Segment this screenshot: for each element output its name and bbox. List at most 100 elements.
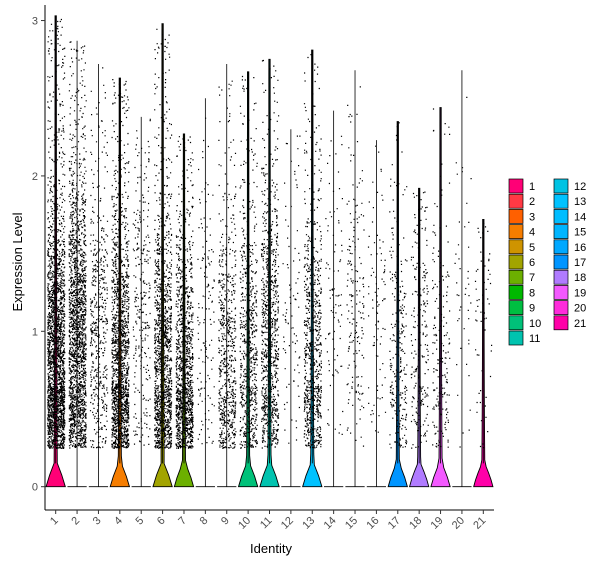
- legend-key-16: [553, 239, 569, 255]
- x-tick-label-16: 16: [364, 515, 381, 532]
- points-20: [454, 96, 472, 448]
- legend-key-1: [508, 178, 524, 194]
- points-2: [68, 41, 87, 449]
- points-1: [47, 18, 66, 450]
- x-tick-label-8: 8: [198, 515, 211, 528]
- points-path-5: [132, 118, 151, 446]
- x-tick-label-17: 17: [386, 515, 403, 532]
- legend-label-16: 16: [574, 242, 586, 254]
- legend-key-4: [508, 224, 524, 239]
- points-path-3: [89, 67, 109, 449]
- legend-key-7: [508, 269, 524, 285]
- x-tick-label-5: 5: [134, 515, 147, 528]
- x-tick-label-14: 14: [322, 515, 339, 532]
- jitter-points: [47, 18, 493, 450]
- points-path-12: [282, 135, 301, 444]
- legend-key-12: [553, 178, 569, 194]
- x-axis: 1 2 3 4 5 6 7 8 9 10 11 12 13 14 15 16 17 18 19 20 21: [45, 509, 494, 532]
- points-7: [175, 136, 194, 449]
- legend-label-19: 19: [574, 287, 586, 299]
- points-path-20: [454, 96, 472, 448]
- legend-key-8: [508, 285, 524, 300]
- legend-label-9: 9: [529, 303, 535, 315]
- points-path-7: [175, 136, 194, 449]
- x-tick-label-12: 12: [279, 515, 296, 532]
- legend-key-9: [508, 300, 524, 315]
- points-3: [89, 67, 109, 449]
- x-tick-label-1: 1: [48, 515, 61, 528]
- legend-label-20: 20: [574, 303, 586, 315]
- y-axis: 0 1 2 3: [32, 5, 46, 510]
- points-path-14: [325, 135, 344, 435]
- y-axis-title: Expression Level: [10, 212, 25, 311]
- legend-label-13: 13: [574, 196, 586, 208]
- x-tick-label-7: 7: [176, 515, 189, 528]
- y-tick-label-0: 0: [32, 482, 38, 494]
- x-tick-label-15: 15: [343, 515, 360, 532]
- x-tick-label-2: 2: [69, 515, 82, 528]
- legend-key-17: [553, 254, 569, 270]
- points-path-16: [367, 145, 387, 433]
- points-12: [282, 135, 301, 444]
- legend-key-20: [553, 300, 569, 315]
- points-4: [111, 79, 130, 449]
- points-path-11: [260, 59, 280, 449]
- legend-label-17: 17: [574, 257, 586, 269]
- legend-key-13: [553, 193, 569, 209]
- legend-label-6: 6: [529, 257, 535, 269]
- legend-label-11: 11: [529, 333, 540, 345]
- legend-label-3: 3: [529, 211, 535, 223]
- legend-label-15: 15: [574, 227, 586, 239]
- x-tick-label-21: 21: [471, 515, 488, 532]
- x-tick-label-13: 13: [300, 515, 317, 532]
- points-path-2: [68, 41, 87, 449]
- x-tick-label-18: 18: [407, 515, 424, 532]
- x-tick-label-20: 20: [450, 515, 467, 532]
- x-tick-label-9: 9: [219, 515, 232, 528]
- legend-key-11: [508, 330, 524, 346]
- legend-key-2: [508, 193, 524, 209]
- legend-key-6: [508, 254, 524, 270]
- legend-key-10: [508, 315, 524, 331]
- legend-label-7: 7: [529, 272, 535, 284]
- points-path-1: [47, 18, 66, 450]
- x-tick-label-19: 19: [429, 515, 446, 532]
- points-15: [346, 86, 365, 447]
- legend-key-3: [508, 209, 524, 224]
- points-path-4: [111, 79, 130, 449]
- points-10: [239, 75, 258, 449]
- points-path-21: [474, 222, 493, 449]
- legend-key-21: [553, 315, 569, 331]
- plot-area: [45, 15, 494, 488]
- legend-key-18: [553, 269, 569, 285]
- x-tick-label-3: 3: [91, 515, 104, 528]
- legend-key-19: [553, 285, 569, 300]
- points-11: [260, 59, 280, 449]
- y-tick-label-2: 2: [32, 171, 38, 183]
- y-tick-label-3: 3: [32, 16, 38, 28]
- legend-key-15: [553, 224, 569, 239]
- points-5: [132, 118, 151, 446]
- points-9: [218, 80, 237, 449]
- x-tick-label-10: 10: [236, 515, 253, 532]
- legend-label-4: 4: [529, 227, 535, 239]
- legend-label-12: 12: [574, 181, 586, 193]
- points-21: [474, 222, 493, 449]
- legend-label-21: 21: [574, 318, 586, 330]
- points-6: [154, 28, 173, 449]
- points-path-6: [154, 28, 173, 449]
- legend-label-5: 5: [529, 242, 535, 254]
- y-tick-label-1: 1: [32, 326, 38, 338]
- x-tick-label-6: 6: [155, 515, 168, 528]
- points-8: [197, 117, 215, 445]
- points-path-10: [239, 75, 258, 449]
- legend-key-14: [553, 209, 569, 224]
- points-path-15: [346, 86, 365, 447]
- legend-key-5: [508, 239, 524, 255]
- legend-label-1: 1: [529, 181, 535, 193]
- legend-label-10: 10: [529, 318, 541, 330]
- legend-label-14: 14: [574, 211, 586, 223]
- x-axis-title: Identity: [250, 541, 292, 556]
